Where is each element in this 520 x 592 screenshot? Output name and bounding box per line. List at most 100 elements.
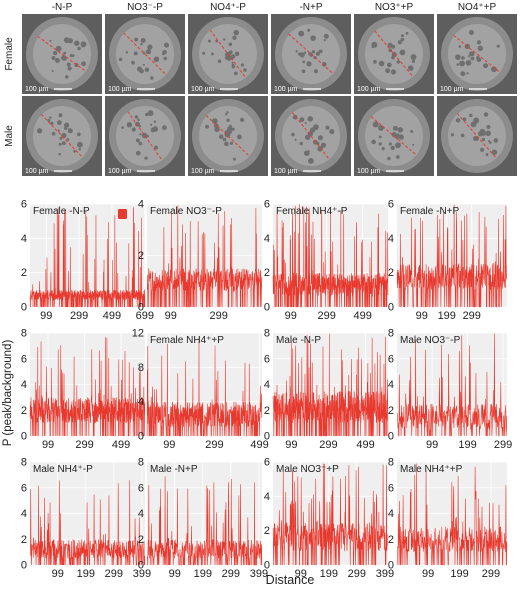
- scan-line: [209, 29, 247, 79]
- pore: [320, 142, 327, 148]
- y-tick-label: 0: [264, 560, 270, 572]
- pore: [222, 38, 226, 41]
- pore: [145, 112, 149, 117]
- pore: [489, 141, 492, 145]
- pore: [313, 69, 318, 74]
- pore: [224, 56, 229, 60]
- line-scan-trace: [396, 463, 508, 566]
- pore: [459, 60, 465, 67]
- pore: [77, 46, 81, 51]
- x-tick-label: 199: [77, 568, 95, 580]
- pore: [299, 117, 305, 122]
- pore: [410, 54, 417, 60]
- pore: [476, 57, 482, 63]
- y-tick-label: 2: [388, 534, 394, 546]
- line-scan-panel: 0 2 4 6 8 99 299 499: [21, 328, 146, 451]
- pore: [226, 111, 229, 114]
- y-tick-label: 12: [132, 328, 144, 340]
- y-tick-label: 2: [388, 405, 394, 417]
- pore: [131, 61, 135, 65]
- pore: [153, 120, 157, 123]
- pore: [390, 145, 395, 151]
- pore: [407, 65, 414, 71]
- x-tick-label: 99: [169, 568, 181, 580]
- pore: [304, 134, 311, 140]
- legend-marker: [118, 209, 127, 219]
- y-tick-label: 2: [21, 534, 27, 546]
- x-tick-label: 399: [376, 568, 394, 580]
- y-tick-label: 4: [138, 396, 144, 408]
- pore: [387, 42, 393, 48]
- line-scan-panel: 0 2 4 6 99 299 499 Female NH4⁺-P: [264, 199, 389, 322]
- x-tick-label: 299: [463, 310, 481, 322]
- pore: [126, 122, 133, 128]
- pore: [483, 63, 489, 69]
- pore: [67, 66, 72, 71]
- panel-title: Male NH4⁺-P: [33, 464, 93, 475]
- y-tick-label: 8: [21, 328, 27, 340]
- y-tick-label: 6: [21, 482, 27, 494]
- scale-bar-label: 100 µm: [191, 86, 215, 93]
- pore: [58, 113, 63, 118]
- pore: [378, 125, 384, 131]
- pore: [470, 121, 477, 128]
- scale-bar-label: 100 µm: [274, 86, 298, 93]
- pore: [294, 138, 297, 141]
- x-tick-label: 299: [70, 310, 88, 322]
- pore: [204, 124, 209, 129]
- pore: [144, 67, 150, 72]
- pore: [371, 46, 374, 49]
- pore: [240, 63, 244, 67]
- y-tick-label: 0: [138, 560, 144, 572]
- pore: [373, 59, 377, 64]
- scan-line: [374, 30, 414, 78]
- x-tick-label: 299: [222, 568, 240, 580]
- pore: [68, 128, 71, 131]
- x-tick-label: 99: [163, 439, 175, 451]
- pore: [224, 113, 228, 116]
- y-tick-label: 8: [388, 328, 394, 340]
- x-axis-label: Distance: [266, 573, 315, 587]
- y-tick-label: 6: [21, 199, 27, 211]
- pore: [207, 39, 211, 43]
- pore: [317, 145, 323, 152]
- pore: [395, 136, 399, 140]
- pore: [411, 59, 416, 64]
- panel-title: Female NH4⁺-P: [276, 206, 348, 217]
- pore: [385, 68, 391, 74]
- scan-line: [292, 112, 330, 160]
- pore: [468, 29, 474, 35]
- x-tick-label: 199: [458, 439, 476, 451]
- pore: [469, 51, 474, 57]
- pore: [307, 158, 314, 164]
- y-tick-label: 2: [264, 267, 270, 279]
- pore: [118, 57, 123, 62]
- pore: [323, 33, 329, 39]
- pore: [51, 131, 56, 136]
- scan-line: [127, 111, 163, 161]
- pore: [381, 147, 385, 151]
- line-scan-panel: 0 2 4 6 8 99 199 299 Male NO3⁻-P: [388, 328, 512, 452]
- x-tick-label: 499: [356, 439, 374, 451]
- y-tick-label: 8: [138, 362, 144, 374]
- y-tick-label: 4: [138, 508, 144, 520]
- line-scan-trace: [146, 337, 263, 437]
- y-tick-label: 2: [264, 525, 270, 537]
- panel-title: Male NO3⁻-P: [400, 335, 461, 346]
- pore: [202, 51, 206, 55]
- pore: [150, 123, 153, 126]
- pore: [71, 54, 75, 58]
- pore: [310, 35, 316, 41]
- scan-line: [40, 114, 84, 158]
- scale-bar-label: 100 µm: [108, 168, 132, 175]
- pore: [325, 125, 330, 130]
- pore: [210, 52, 214, 56]
- pore: [307, 150, 310, 153]
- y-tick-label: 0: [21, 560, 27, 572]
- x-tick-label: 99: [40, 310, 52, 322]
- pore: [139, 133, 142, 136]
- pore: [455, 118, 461, 123]
- pore: [390, 69, 397, 75]
- pore: [236, 134, 242, 140]
